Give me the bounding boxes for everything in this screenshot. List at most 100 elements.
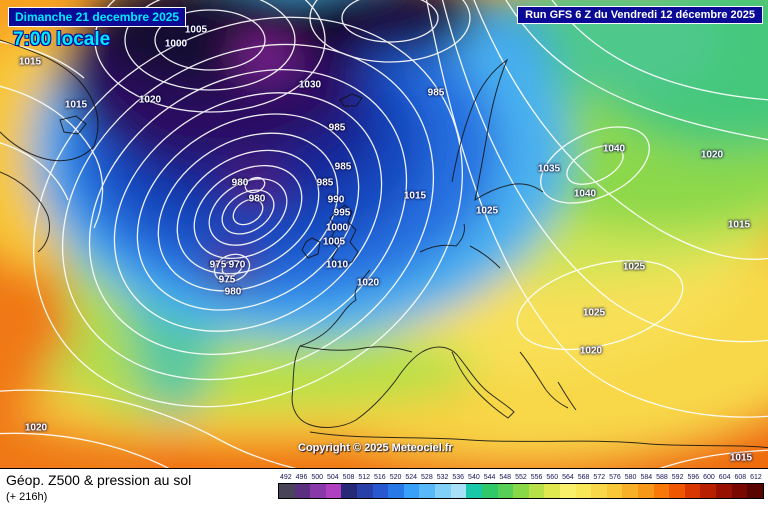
isobar-contours [0,0,768,468]
legend-swatch [325,484,342,498]
legend-swatch [435,484,451,498]
pressure-label: 1005 [322,236,346,248]
pressure-label: 980 [231,177,249,189]
legend-tick: 504 [327,474,339,481]
legend-swatch [372,484,389,498]
legend-ticks: 492 496 500 504 508 512 516 520 524 528 532 536 540 5… [278,473,764,482]
legend-swatch [279,484,295,498]
pressure-label: 1015 [18,56,42,68]
coastlines [0,39,768,449]
pressure-label: 1000 [325,222,349,234]
pressure-label: 985 [328,122,346,134]
pressure-label: 985 [427,87,445,99]
legend-tick: 576 [609,474,621,481]
legend-tick: 512 [358,474,371,481]
pressure-label: 1025 [475,205,499,217]
pressure-label: 1015 [64,99,88,111]
legend-swatch [653,484,670,498]
date-box: Dimanche 21 decembre 2025 [8,7,187,27]
legend-tick: 564 [562,474,574,481]
legend-tick: 540 [468,474,480,481]
legend-swatch [341,484,358,498]
legend-swatch [638,484,654,498]
legend-tick: 568 [577,474,590,481]
legend-tick: 496 [295,474,308,481]
legend-tick: 508 [342,474,355,481]
pressure-label: 1040 [602,143,626,155]
pressure-label: 985 [334,161,352,173]
legend-swatch [591,484,607,498]
pressure-label: 995 [333,207,351,219]
pressure-label: 1020 [356,277,380,289]
pressure-label: 1000 [164,38,188,50]
legend-tick: 580 [624,474,637,481]
legend-swatch [559,484,576,498]
legend-tick: 596 [687,474,700,481]
copyright-label: Copyright © 2025 Meteociel.fr [298,442,453,454]
map-label-layer: 1015 1015 1020 1005 1000 1030 985 985 985 980 980 9… [18,24,753,464]
legend-swatch [684,484,701,498]
footer-titles: Géop. Z500 & pression au sol (+ 216h) [6,472,191,503]
pressure-label: 1020 [700,149,724,161]
legend-swatch [731,484,748,498]
legend-swatch [669,484,685,498]
pressure-label: 1010 [325,259,349,271]
pressure-label: 980 [224,286,242,298]
legend-tick: 604 [718,474,731,481]
pressure-label: 1025 [622,261,646,273]
legend-tick: 584 [640,474,653,481]
pressure-label: 1015 [727,219,751,231]
legend-swatch [403,484,420,498]
pressure-label: 1020 [579,345,603,357]
pressure-label: 990 [327,194,345,206]
legend-tick: 536 [452,474,465,481]
color-scale-legend: 492 496 500 504 508 512 516 520 524 528 532 536 540 5… [278,473,764,499]
legend-tick: 556 [530,474,543,481]
pressure-label: 1020 [138,94,162,106]
pressure-label: 975 [218,274,236,286]
pressure-label: 975 [209,259,227,271]
run-label: Run GFS 6 Z du Vendredi 12 décembre 2025 [525,9,755,21]
geopotential-field [0,0,768,468]
legend-tick: 532 [436,474,449,481]
legend-tick: 608 [734,474,747,481]
legend-swatch [357,484,373,498]
forecast-offset: (+ 216h) [6,491,48,503]
legend-swatch [513,484,529,498]
legend-swatch [575,484,592,498]
legend-tick: 528 [421,474,433,481]
legend-tick: 612 [750,474,762,481]
legend-tick: 520 [389,474,402,481]
legend-swatch [747,484,763,498]
legend-tick: 552 [515,474,527,481]
pressure-label: 1015 [729,452,753,464]
legend-tick: 600 [703,474,715,481]
weather-map: 1015 1015 1020 1005 1000 1030 985 985 985 980 980 9… [0,0,768,468]
legend-swatch [481,484,498,498]
legend-swatch [528,484,545,498]
pressure-label: 1020 [24,422,48,434]
legend-tick: 572 [593,474,606,481]
pressure-label: 970 [228,259,246,271]
legend-swatch [388,484,404,498]
legend-tick: 588 [656,474,668,481]
pressure-label: 1015 [403,190,427,202]
legend-tick: 492 [279,474,292,481]
map-title: Géop. Z500 & pression au sol [6,472,192,488]
legend-swatch [294,484,311,498]
pressure-label: 1005 [184,24,208,36]
legend-tick: 592 [671,474,684,481]
legend-swatch [419,484,436,498]
legend-swatch [700,484,717,498]
pressure-label: 1035 [537,163,561,175]
legend-tick: 516 [374,474,386,481]
legend-swatch [450,484,467,498]
legend-swatch [310,484,326,498]
legend-swatch [544,484,560,498]
pressure-label: 1030 [298,79,322,91]
legend-tick: 500 [311,474,324,481]
pressure-label: 985 [316,177,334,189]
legend-swatches [278,483,764,499]
legend-swatch [497,484,514,498]
